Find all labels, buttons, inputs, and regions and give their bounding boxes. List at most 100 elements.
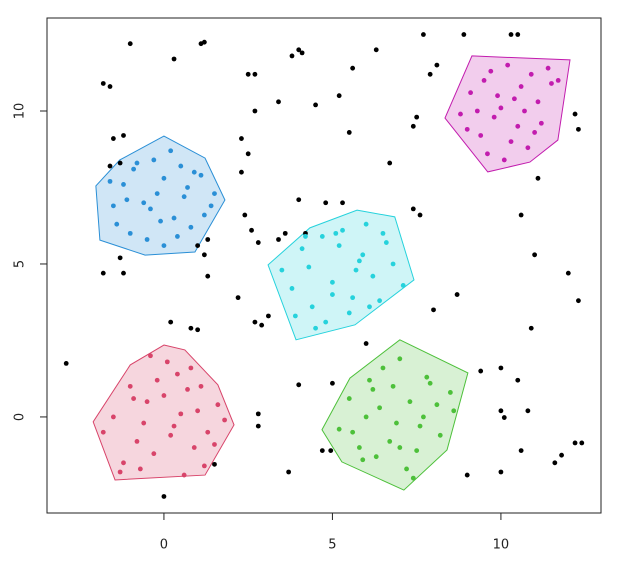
point [107,163,113,169]
point [522,108,527,114]
point [491,114,497,120]
point [468,90,473,96]
point [565,270,571,276]
point [434,62,440,68]
point [289,53,295,59]
point [117,469,123,475]
point [282,230,288,236]
point [276,237,281,242]
point [239,169,244,175]
point [279,267,285,273]
point [195,327,201,333]
point [175,234,180,239]
point [340,227,345,233]
point [158,218,163,224]
point [198,383,204,389]
point [323,200,329,206]
point [178,163,184,169]
point [212,442,217,447]
cluster-hull [267,209,415,341]
point [127,41,133,47]
point [292,313,298,319]
point [161,494,167,499]
point [356,258,362,264]
point [336,93,342,99]
point [289,286,295,291]
point [100,429,106,435]
point [131,396,137,401]
point [501,415,507,420]
point [346,396,352,401]
point [511,96,517,102]
point [410,475,416,481]
point [508,32,514,37]
point [330,279,335,285]
point [380,365,386,371]
point [195,243,201,249]
point [127,230,133,236]
point [498,469,504,475]
point [380,230,386,236]
point [549,81,554,86]
point [576,298,581,304]
point [367,304,372,310]
point [168,148,174,154]
point [296,47,302,53]
point [427,71,433,77]
point [151,157,157,163]
point [447,390,453,395]
point [154,377,160,383]
point [353,267,359,273]
point [235,295,241,301]
point [532,130,538,135]
point [417,212,423,218]
point [373,454,379,460]
point [141,200,147,206]
point [164,359,170,365]
point [360,457,366,463]
point [299,50,305,56]
point [114,221,120,227]
point [576,126,581,132]
point [154,191,160,197]
point [255,411,261,417]
point [121,133,126,138]
point [370,273,376,279]
point [252,71,258,77]
point [100,270,106,276]
point [417,423,423,429]
point [363,221,369,227]
point [299,246,305,252]
point [171,215,177,221]
point [525,408,531,414]
point [370,387,376,392]
x-tick-label: 5 [328,538,336,553]
point [212,461,217,467]
point [427,380,433,386]
point [124,197,130,203]
y-tick-label: 0 [13,413,28,421]
point [404,466,409,472]
point [201,252,207,258]
point [572,111,578,117]
point [461,32,467,37]
point [188,365,194,371]
point [239,136,244,141]
point [144,399,150,405]
point [535,175,541,181]
point [515,32,521,37]
point [330,292,335,297]
point [458,111,463,117]
point [121,182,126,187]
point [474,108,480,114]
point [148,206,153,212]
point [407,399,413,405]
point [185,387,190,392]
cluster-hull [321,339,469,491]
point [127,383,133,389]
point [400,282,406,288]
point [377,298,383,304]
point [296,382,302,388]
point [245,151,251,157]
